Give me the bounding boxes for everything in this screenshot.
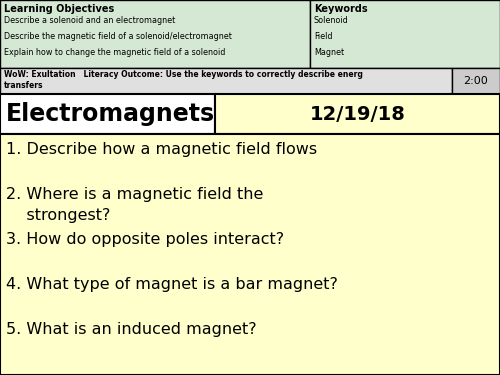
Text: 1. Describe how a magnetic field flows: 1. Describe how a magnetic field flows [6,142,317,157]
Text: 4. What type of magnet is a bar magnet?: 4. What type of magnet is a bar magnet? [6,277,338,292]
Text: WoW: Exultation   Literacy Outcome: Use the keywords to correctly describe energ: WoW: Exultation Literacy Outcome: Use th… [4,70,363,79]
Text: 5. What is an induced magnet?: 5. What is an induced magnet? [6,322,256,337]
Text: Describe the magnetic field of a solenoid/electromagnet: Describe the magnetic field of a solenoi… [4,32,232,41]
Text: Magnet: Magnet [314,48,344,57]
Text: 3. How do opposite poles interact?: 3. How do opposite poles interact? [6,232,284,247]
Text: transfers: transfers [4,81,43,90]
Text: 12/19/18: 12/19/18 [310,105,406,123]
Bar [0,68,452,94]
Text: Electromagnets: Electromagnets [6,102,215,126]
Bar [310,0,500,68]
Text: Describe a solenoid and an electromagnet: Describe a solenoid and an electromagnet [4,16,176,25]
Text: 2:00: 2:00 [464,76,488,86]
Text: Learning Objectives: Learning Objectives [4,4,114,14]
Text: Solenoid: Solenoid [314,16,349,25]
Text: Field: Field [314,32,332,41]
Bar [0,0,310,68]
Text: Keywords: Keywords [314,4,368,14]
Text: Explain how to change the magnetic field of a solenoid: Explain how to change the magnetic field… [4,48,226,57]
Bar [452,68,500,94]
Text: 2. Where is a magnetic field the
    strongest?: 2. Where is a magnetic field the stronge… [6,187,264,223]
Bar [0,134,500,375]
Bar [0,94,215,134]
Bar [215,94,500,134]
